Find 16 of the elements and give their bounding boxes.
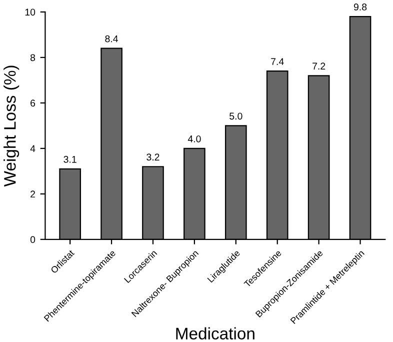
y-tick-label: 8: [30, 54, 36, 62]
data-label: 4.0: [188, 135, 201, 142]
data-label: 8.4: [105, 35, 118, 42]
y-tick-label: 0: [30, 236, 36, 244]
data-label: 9.8: [354, 4, 367, 10]
y-tick-label: 2: [30, 190, 35, 198]
y-tick-label: 10: [25, 8, 36, 16]
data-label: 7.2: [312, 62, 326, 70]
y-tick-label: 4: [30, 145, 36, 152]
data-label: 3.2: [146, 154, 160, 161]
x-axis-title: Medication: [176, 327, 254, 340]
y-axis-title: Weight Loss (%): [4, 66, 20, 187]
y-tick-label: 6: [30, 100, 36, 107]
data-label: 3.1: [64, 156, 76, 163]
data-label: 7.4: [271, 58, 284, 65]
data-label: 5.0: [230, 112, 242, 120]
